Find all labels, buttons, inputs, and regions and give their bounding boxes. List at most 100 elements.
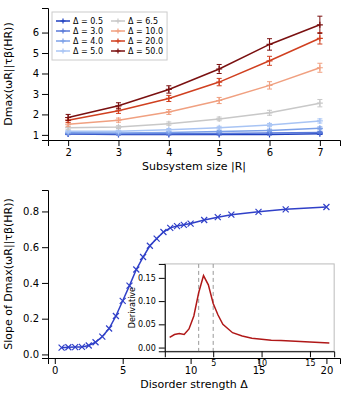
tick: 10 [257,351,267,368]
legend-item: Δ = 10.0 [111,27,163,36]
marker [228,212,234,218]
axis-line [49,359,341,365]
tick-label: 0.05 [138,320,156,329]
tick: 0.6 [23,242,48,253]
marker [99,334,105,340]
tick-label: 20 [321,365,334,376]
marker [115,103,121,109]
error-bar [317,16,322,33]
tick: 3 [33,89,48,100]
x-axis: 0 5 10 15 20 [49,358,341,376]
tick-mark [191,358,192,364]
marker [140,254,146,260]
error-bar [166,95,171,101]
marker [166,95,172,101]
tick: 5 [120,358,126,376]
tick-mark [169,140,170,146]
axis-line [49,141,341,147]
tick-mark [159,324,165,325]
tick-mark [42,53,48,54]
tick: 1 [33,130,48,141]
tick-mark [42,247,48,248]
legend-item: Δ = 4.0 [56,37,103,46]
tick-label: 10 [185,365,198,376]
tick-label: 0 [52,365,58,376]
marker [166,109,172,115]
marker [317,125,323,131]
series [65,99,323,130]
marker [188,221,194,227]
marker [115,117,121,123]
tick-label: 7 [317,147,323,158]
axis-line [165,352,334,358]
marker [317,22,323,28]
tick-label: 15 [305,359,315,368]
error-bar [267,110,272,115]
marker [216,116,222,122]
tick: 20 [321,358,334,376]
legend: Δ = 0.5Δ = 3.0Δ = 4.0Δ = 5.0Δ = 6.5Δ = 1… [52,12,167,60]
legend-label: Δ = 0.5 [73,17,103,26]
tick-mark [310,351,311,357]
series [65,118,323,134]
tick-label: 3 [116,147,122,158]
error-bar [267,39,272,50]
axis-line [42,9,49,141]
legend-item: Δ = 0.5 [56,17,103,26]
marker [317,65,323,71]
tick: 2 [65,140,71,158]
legend-item: Δ = 20.0 [111,37,163,46]
tick-mark [326,358,327,364]
tick-label: 4 [33,68,39,79]
tick: 3 [116,140,122,158]
legend-item: Δ = 50.0 [111,47,163,56]
tick: 0.2 [23,313,48,324]
tick: 6 [267,140,273,158]
marker [59,345,65,351]
legend-label: Δ = 20.0 [128,37,163,46]
tick-label: 4 [166,147,172,158]
y-axis-title: Derivative [128,287,137,328]
legend-marker [61,29,66,34]
tick-mark [320,140,321,146]
tick: 0.0 [23,349,48,360]
tick-mark [159,348,165,349]
error-bar [317,63,322,72]
tick: 0.8 [23,206,48,217]
marker [216,98,222,104]
tick-mark [42,73,48,74]
legend-item: Δ = 6.5 [111,17,158,26]
x-axis-title: Subsystem size |R| [142,160,246,173]
tick-mark [159,278,165,279]
tick-label: 5 [216,147,222,158]
legend-item: Δ = 5.0 [56,47,103,56]
marker [166,121,172,127]
tick-label: 0.8 [23,206,39,217]
tick: 15 [305,351,315,368]
vline [198,264,199,351]
tick: 7 [317,140,323,158]
vline [213,264,214,351]
error-bar [317,119,322,123]
tick: 6 [33,27,48,38]
marker [267,110,273,116]
legend-background [52,12,167,60]
tick-label: 5 [120,365,126,376]
marker [65,344,71,350]
legend-marker [115,39,120,44]
tick-mark [42,33,48,34]
x-axis-title: Disorder strength Δ [140,378,248,391]
legend-label: Δ = 5.0 [73,47,103,56]
tick-label: 0.6 [23,242,39,253]
error-bar [116,103,121,109]
marker [120,298,126,304]
marker [160,229,166,235]
tick-label: 0.15 [138,274,156,283]
error-bar [317,33,322,44]
x-axis: 2 3 4 5 6 7 [49,140,341,158]
legend-marker [115,29,120,34]
tick: 2 [33,109,48,120]
tick-label: 6 [33,27,39,38]
tick: 4 [166,140,172,158]
y-axis-title: Slope of Dmax(ωR||τβ(HR)) [2,198,15,350]
